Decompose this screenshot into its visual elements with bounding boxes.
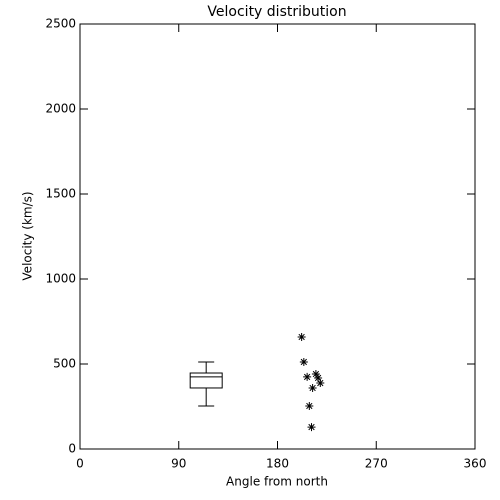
y-tick-label: 0 xyxy=(68,442,76,456)
point xyxy=(305,401,314,410)
box xyxy=(189,372,223,389)
x-tick-label: 180 xyxy=(266,457,289,471)
x-tick-label: 90 xyxy=(171,457,186,471)
y-tick-label: 2500 xyxy=(45,17,76,31)
x-tick-label: 360 xyxy=(464,457,487,471)
point xyxy=(299,357,308,366)
x-tick-label: 270 xyxy=(365,457,388,471)
point xyxy=(311,370,320,379)
y-axis-label: Velocity (km/s) xyxy=(21,191,35,280)
point xyxy=(314,373,323,382)
y-tick-label: 1000 xyxy=(45,272,76,286)
point xyxy=(307,423,316,432)
x-axis-label: Angle from north xyxy=(226,475,328,489)
point xyxy=(316,379,325,388)
chart-title: Velocity distribution xyxy=(207,4,346,20)
point xyxy=(308,383,317,392)
x-tick-label: 0 xyxy=(76,457,84,471)
y-tick-label: 2000 xyxy=(45,102,76,116)
y-tick-label: 1500 xyxy=(45,187,76,201)
y-tick-label: 500 xyxy=(53,357,76,371)
plot-frame xyxy=(79,23,476,450)
point xyxy=(297,332,306,341)
point xyxy=(303,372,312,381)
